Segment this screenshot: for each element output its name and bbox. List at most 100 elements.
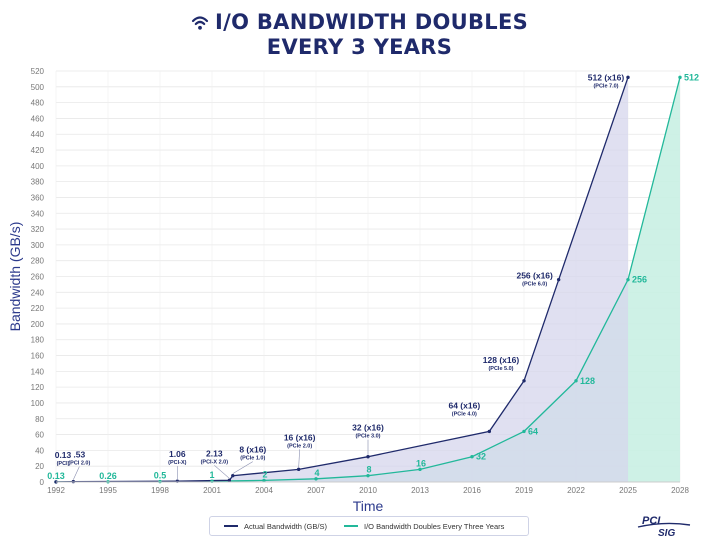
y-tick-20: 20 <box>35 462 44 471</box>
x-tick-2022: 2022 <box>567 486 585 495</box>
point-doubling-4 <box>262 478 266 483</box>
label-actual-7: 64 (x16) <box>448 400 480 410</box>
logo-text-bottom: SIG <box>658 528 675 539</box>
x-tick-2013: 2013 <box>411 486 429 495</box>
y-tick-280: 280 <box>31 257 45 266</box>
y-tick-160: 160 <box>31 352 45 361</box>
y-tick-0: 0 <box>40 478 45 487</box>
point-actual-9 <box>556 277 561 282</box>
point-actual-10 <box>626 75 630 80</box>
y-tick-100: 100 <box>31 399 45 408</box>
x-tick-2028: 2028 <box>671 486 689 495</box>
y-tick-320: 320 <box>31 225 45 234</box>
sublabel-actual-6: (PCIe 3.0) <box>355 434 380 440</box>
x-axis-title: Time <box>353 498 384 514</box>
point-doubling-6 <box>366 473 370 478</box>
chart-header: I/O BANDWIDTH DOUBLES EVERY 3 YEARS <box>0 10 719 60</box>
point-actual-3 <box>227 478 232 483</box>
y-tick-440: 440 <box>31 130 45 139</box>
point-doubling-5 <box>314 477 318 481</box>
point-actual-8 <box>522 379 526 383</box>
x-tick-2007: 2007 <box>307 486 325 495</box>
sublabel-actual-5: (PCIe 2.0) <box>287 443 312 449</box>
x-tick-1998: 1998 <box>151 486 169 495</box>
point-actual-4 <box>231 473 235 478</box>
y-tick-260: 260 <box>31 273 45 282</box>
point-actual-7 <box>487 429 492 434</box>
label-actual-5: 16 (x16) <box>284 432 316 442</box>
pci-sig-logo: PCI SIG <box>637 515 691 539</box>
sublabel-actual-4: (PCIe 1.0) <box>240 456 265 462</box>
y-tick-380: 380 <box>31 178 45 187</box>
label-doubling-0: 0.13 <box>47 471 65 481</box>
label-actual-4: 8 (x16) <box>239 445 266 455</box>
label-actual-2: 1.06 <box>169 449 186 459</box>
x-tick-2010: 2010 <box>359 486 377 495</box>
label-doubling-8: 32 <box>476 452 486 462</box>
y-tick-220: 220 <box>31 304 45 313</box>
sublabel-actual-1: (PCI 2.0) <box>68 461 90 467</box>
y-tick-60: 60 <box>35 431 44 440</box>
chart-legend: Actual Bandwidth (GB/S) I/O Bandwidth Do… <box>209 516 529 536</box>
y-tick-480: 480 <box>31 99 45 108</box>
label-actual-10: 512 (x16) <box>588 72 625 82</box>
point-actual-5 <box>296 467 301 472</box>
leader-actual-4 <box>232 461 253 474</box>
sublabel-actual-10: (PCIe 7.0) <box>593 83 618 89</box>
label-doubling-12: 512 <box>684 72 699 82</box>
sublabel-actual-8: (PCIe 5.0) <box>488 366 513 372</box>
area-layer <box>56 77 680 483</box>
label-doubling-5: 4 <box>314 468 319 478</box>
y-tick-40: 40 <box>35 446 44 455</box>
x-tick-2004: 2004 <box>255 486 273 495</box>
y-axis-title: Bandwidth (GB/s) <box>7 222 23 332</box>
label-doubling-6: 8 <box>366 465 371 475</box>
area-actual <box>56 77 628 483</box>
y-tick-180: 180 <box>31 336 45 345</box>
label-actual-9: 256 (x16) <box>516 271 553 281</box>
y-tick-360: 360 <box>31 193 45 202</box>
legend-swatch-doubling <box>344 525 358 527</box>
point-doubling-8 <box>470 455 474 459</box>
legend-item-doubling: I/O Bandwidth Doubles Every Three Years <box>344 522 504 531</box>
x-tick-2001: 2001 <box>203 486 221 495</box>
x-tick-2025: 2025 <box>619 486 637 495</box>
y-tick-240: 240 <box>31 288 45 297</box>
point-doubling-10 <box>574 379 578 383</box>
label-doubling-4: 2 <box>262 469 267 479</box>
label-layer: 0.13 0.26 0.5 1 2 4 81632641282565120.13(PCI).… <box>47 72 699 481</box>
y-tick-500: 500 <box>31 83 45 92</box>
y-tick-300: 300 <box>31 241 45 250</box>
y-tick-400: 400 <box>31 162 45 171</box>
x-tick-2016: 2016 <box>463 486 481 495</box>
label-doubling-7: 16 <box>416 458 426 468</box>
y-tick-120: 120 <box>31 383 45 392</box>
sublabel-actual-2: (PCI-X) <box>168 460 187 466</box>
x-tick-1995: 1995 <box>99 486 117 495</box>
sublabel-actual-7: (PCIe 4.0) <box>452 411 477 417</box>
label-doubling-1: 0.26 <box>99 471 117 481</box>
label-doubling-3: 1 <box>209 470 214 480</box>
label-doubling-9: 64 <box>528 426 538 436</box>
legend-label-doubling: I/O Bandwidth Doubles Every Three Years <box>364 522 505 531</box>
label-actual-1: .53 <box>73 450 85 460</box>
sublabel-actual-3: (PCI-X 2.0) <box>201 459 229 465</box>
label-doubling-2: 0.5 <box>154 471 167 481</box>
sublabel-actual-0: (PCI) <box>57 461 70 467</box>
y-tick-200: 200 <box>31 320 45 329</box>
legend-item-actual: Actual Bandwidth (GB/S) <box>224 522 327 531</box>
point-actual-6 <box>366 455 370 459</box>
y-tick-520: 520 <box>31 67 45 76</box>
label-doubling-11: 256 <box>632 275 647 285</box>
y-tick-460: 460 <box>31 114 45 123</box>
point-doubling-11 <box>626 277 630 282</box>
label-actual-8: 128 (x16) <box>483 355 520 365</box>
point-doubling-9 <box>522 429 526 434</box>
axis-layer: 0 20 40 60 80 100 120 140 160 180 200 220 240 260 280 3… <box>7 67 689 514</box>
legend-swatch-actual <box>224 525 238 527</box>
chart-title-line-1: I/O BANDWIDTH DOUBLES <box>0 10 719 35</box>
sublabel-actual-9: (PCIe 6.0) <box>522 282 547 288</box>
leader-actual-1 <box>73 466 80 480</box>
chart-title-line-2: EVERY 3 YEARS <box>266 35 453 59</box>
point-doubling-7 <box>418 467 422 472</box>
